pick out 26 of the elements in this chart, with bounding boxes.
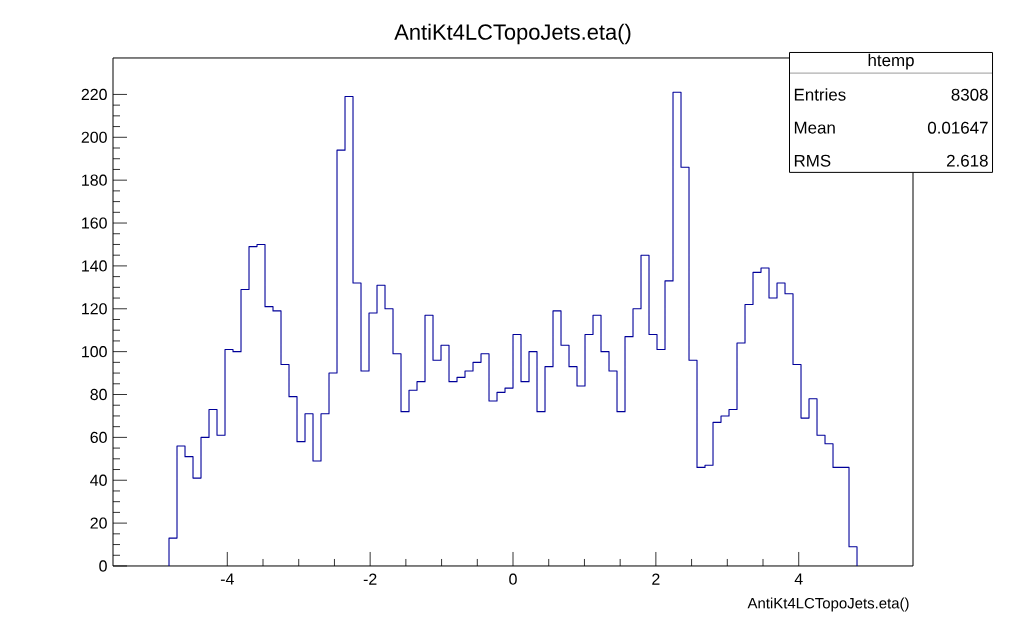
annotation: Mean xyxy=(794,121,835,134)
text: 8308 xyxy=(951,88,988,101)
text: 2.618 xyxy=(946,154,988,167)
annotation: Entries xyxy=(794,88,846,101)
x-tick-label: -4 xyxy=(220,573,234,585)
annotation: htemp xyxy=(868,53,914,70)
y-tick-label: 80 xyxy=(90,388,107,401)
y-tick-label: 180 xyxy=(82,174,107,186)
y-tick-label: 160 xyxy=(82,217,107,229)
y-tick-label: 40 xyxy=(90,474,107,486)
y-tick-label: 100 xyxy=(82,346,107,358)
y-tick-label: 20 xyxy=(90,517,107,529)
y-tick-label: 140 xyxy=(82,260,107,272)
text: 0.01647 xyxy=(927,121,988,134)
x-tick-label: -2 xyxy=(363,573,377,585)
annotation: RMS xyxy=(794,154,831,167)
y-tick-label: 0 xyxy=(99,560,107,572)
x-tick-label: 0 xyxy=(509,573,517,585)
x-axis-title: AntiKt4LCTopoJets.eta() xyxy=(747,597,909,612)
x-tick-label: 2 xyxy=(652,573,660,585)
y-tick-label: 200 xyxy=(81,131,107,143)
y-tick-label: 220 xyxy=(81,88,107,101)
y-tick-label: 60 xyxy=(90,431,107,444)
y-tick-label: 120 xyxy=(82,303,107,315)
chart-title: AntiKt4LCTopoJets.eta() xyxy=(394,23,631,45)
x-tick-label: 4 xyxy=(794,573,803,585)
